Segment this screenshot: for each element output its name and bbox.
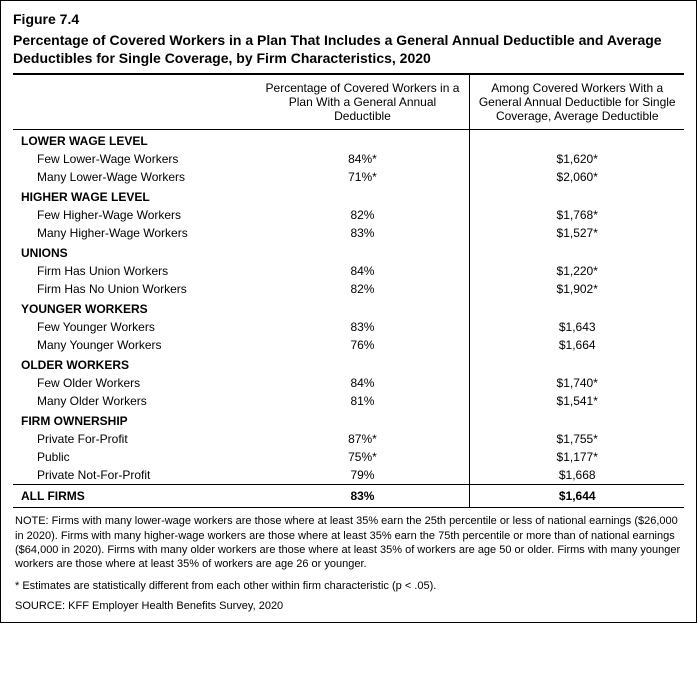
header-blank	[13, 75, 256, 130]
row-label: Many Lower-Wage Workers	[13, 168, 256, 186]
row-value-a: 82%	[256, 280, 470, 298]
cell-b	[470, 298, 684, 318]
row-label: Many Older Workers	[13, 392, 256, 410]
row-value-b: $1,902*	[470, 280, 684, 298]
row-value-a: 84%	[256, 374, 470, 392]
group-heading: OLDER WORKERS	[13, 354, 256, 374]
figure-source: SOURCE: KFF Employer Health Benefits Sur…	[13, 594, 684, 614]
table-row: Firm Has Union Workers84%$1,220*	[13, 262, 684, 280]
table-row: Firm Has No Union Workers82%$1,902*	[13, 280, 684, 298]
cell-b	[470, 410, 684, 430]
row-value-a: 79%	[256, 466, 470, 485]
row-value-a: 84%*	[256, 150, 470, 168]
group-heading-row: HIGHER WAGE LEVEL	[13, 186, 684, 206]
row-value-a: 83%	[256, 224, 470, 242]
row-value-a: 83%	[256, 318, 470, 336]
cell-a	[256, 242, 470, 262]
row-value-b: $1,664	[470, 336, 684, 354]
table-row: Many Lower-Wage Workers71%*$2,060*	[13, 168, 684, 186]
row-value-b: $1,768*	[470, 206, 684, 224]
group-heading-row: YOUNGER WORKERS	[13, 298, 684, 318]
group-heading-row: LOWER WAGE LEVEL	[13, 130, 684, 151]
row-value-b: $1,755*	[470, 430, 684, 448]
table-row: Many Higher-Wage Workers83%$1,527*	[13, 224, 684, 242]
figure-container: Figure 7.4 Percentage of Covered Workers…	[0, 0, 697, 623]
table-row: Public75%*$1,177*	[13, 448, 684, 466]
figure-note: NOTE: Firms with many lower-wage workers…	[13, 508, 684, 573]
all-firms-label: ALL FIRMS	[13, 485, 256, 508]
row-value-b: $1,668	[470, 466, 684, 485]
all-firms-a: 83%	[256, 485, 470, 508]
row-value-a: 81%	[256, 392, 470, 410]
table-row: Private Not-For-Profit79%$1,668	[13, 466, 684, 485]
row-value-b: $1,177*	[470, 448, 684, 466]
cell-b	[470, 354, 684, 374]
table-row: Private For-Profit87%*$1,755*	[13, 430, 684, 448]
row-value-a: 76%	[256, 336, 470, 354]
table-row: Few Younger Workers83%$1,643	[13, 318, 684, 336]
row-label: Private Not-For-Profit	[13, 466, 256, 485]
row-value-a: 75%*	[256, 448, 470, 466]
row-label: Few Older Workers	[13, 374, 256, 392]
group-heading: HIGHER WAGE LEVEL	[13, 186, 256, 206]
all-firms-b: $1,644	[470, 485, 684, 508]
row-label: Few Higher-Wage Workers	[13, 206, 256, 224]
header-row: Percentage of Covered Workers in a Plan …	[13, 75, 684, 130]
figure-significance: * Estimates are statistically different …	[13, 574, 684, 594]
row-label: Many Younger Workers	[13, 336, 256, 354]
cell-b	[470, 186, 684, 206]
row-label: Few Lower-Wage Workers	[13, 150, 256, 168]
row-value-b: $1,541*	[470, 392, 684, 410]
header-col-a: Percentage of Covered Workers in a Plan …	[256, 75, 470, 130]
table-row: Many Younger Workers76%$1,664	[13, 336, 684, 354]
row-label: Firm Has No Union Workers	[13, 280, 256, 298]
row-label: Firm Has Union Workers	[13, 262, 256, 280]
data-table: Percentage of Covered Workers in a Plan …	[13, 75, 684, 508]
group-heading-row: UNIONS	[13, 242, 684, 262]
cell-a	[256, 410, 470, 430]
group-heading: FIRM OWNERSHIP	[13, 410, 256, 430]
row-value-a: 82%	[256, 206, 470, 224]
row-value-b: $1,220*	[470, 262, 684, 280]
row-value-b: $1,643	[470, 318, 684, 336]
figure-label: Figure 7.4	[13, 11, 684, 27]
row-label: Many Higher-Wage Workers	[13, 224, 256, 242]
group-heading-row: OLDER WORKERS	[13, 354, 684, 374]
group-heading-row: FIRM OWNERSHIP	[13, 410, 684, 430]
cell-a	[256, 354, 470, 374]
group-heading: LOWER WAGE LEVEL	[13, 130, 256, 151]
row-value-b: $1,620*	[470, 150, 684, 168]
row-value-b: $1,740*	[470, 374, 684, 392]
table-row: Few Lower-Wage Workers84%*$1,620*	[13, 150, 684, 168]
table-body: LOWER WAGE LEVELFew Lower-Wage Workers84…	[13, 130, 684, 508]
row-value-a: 87%*	[256, 430, 470, 448]
row-value-b: $2,060*	[470, 168, 684, 186]
row-value-a: 71%*	[256, 168, 470, 186]
row-label: Few Younger Workers	[13, 318, 256, 336]
row-value-b: $1,527*	[470, 224, 684, 242]
table-row: Many Older Workers81%$1,541*	[13, 392, 684, 410]
table-row: Few Higher-Wage Workers82%$1,768*	[13, 206, 684, 224]
row-value-a: 84%	[256, 262, 470, 280]
header-col-b: Among Covered Workers With a General Ann…	[470, 75, 684, 130]
group-heading: YOUNGER WORKERS	[13, 298, 256, 318]
cell-a	[256, 298, 470, 318]
row-label: Public	[13, 448, 256, 466]
table-row: Few Older Workers84%$1,740*	[13, 374, 684, 392]
cell-a	[256, 186, 470, 206]
figure-title: Percentage of Covered Workers in a Plan …	[13, 31, 684, 67]
row-label: Private For-Profit	[13, 430, 256, 448]
group-heading: UNIONS	[13, 242, 256, 262]
cell-b	[470, 242, 684, 262]
cell-b	[470, 130, 684, 151]
cell-a	[256, 130, 470, 151]
all-firms-row: ALL FIRMS83%$1,644	[13, 485, 684, 508]
